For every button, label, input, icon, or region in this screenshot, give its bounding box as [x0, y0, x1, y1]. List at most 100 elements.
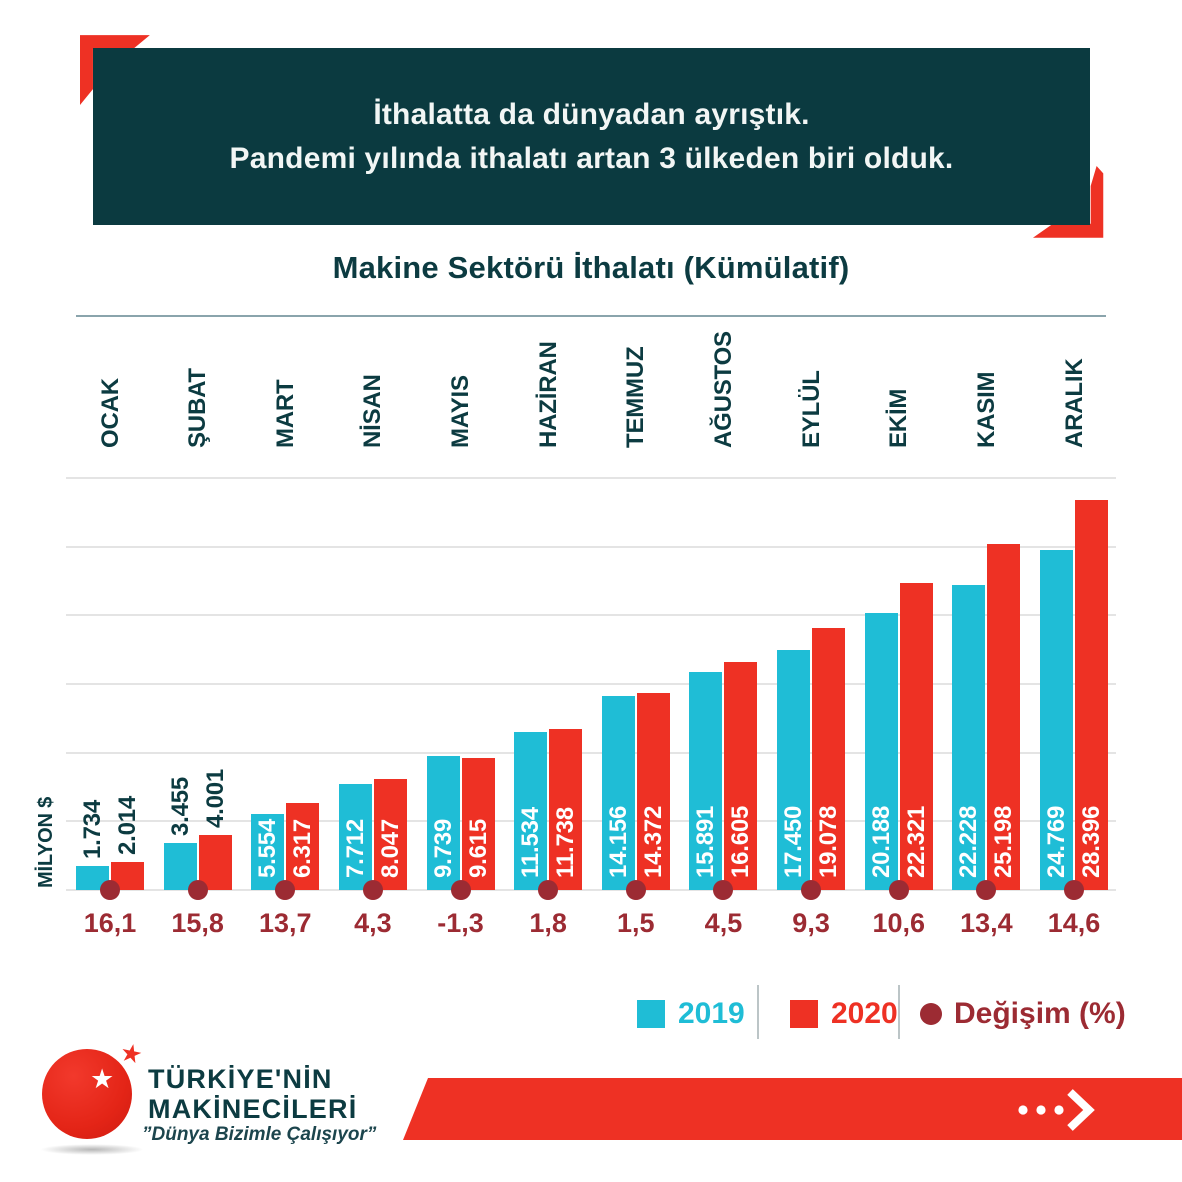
logo-tagline: ”Dünya Bizimle Çalışıyor”: [142, 1124, 377, 1145]
bar-2020: [286, 803, 320, 890]
value-label-2019: 3.455: [166, 776, 194, 836]
change-dot-icon: [362, 880, 383, 900]
bar-2019: [952, 585, 986, 890]
bar-2019: [777, 650, 811, 890]
change-value: 9,3: [792, 908, 830, 938]
legend-divider: [898, 985, 900, 1039]
change-dot-icon: [888, 880, 909, 900]
bar-2020: [461, 758, 495, 890]
value-label-2019: 7.712: [341, 818, 369, 878]
headline-banner: İthalatta da dünyadan ayrıştık. Pandemi …: [93, 48, 1090, 225]
month-label: ARALIK: [1060, 358, 1088, 448]
change-value: 15,8: [171, 908, 224, 938]
legend-swatch-2019: [637, 1000, 665, 1028]
month-label: ŞUBAT: [184, 368, 212, 448]
bar-2019: [601, 696, 635, 890]
value-label-2020: 4.001: [201, 768, 229, 828]
value-label-2020: 28.396: [1078, 805, 1105, 878]
value-label-2019: 5.554: [254, 818, 282, 878]
star-icon: ★: [90, 1064, 115, 1094]
change-dot-icon: [450, 880, 471, 900]
month-label: OCAK: [96, 378, 124, 448]
footer-ribbon: [403, 1078, 1182, 1140]
bar-2019: [689, 672, 723, 890]
chart-title: Makine Sektörü İthalatı (Kümülatif): [332, 250, 850, 285]
value-label-2019: 1.734: [79, 799, 106, 859]
value-label-2020: 11.738: [552, 807, 580, 878]
legend-divider: [757, 985, 759, 1039]
forward-arrow-icon: [1018, 1089, 1095, 1131]
legend-swatch-2020: [790, 1000, 818, 1028]
value-label-2019: 15.891: [692, 805, 720, 878]
value-label-2020: 8.047: [376, 818, 404, 878]
change-value: 14,6: [1047, 908, 1101, 938]
bar-2019: [1040, 550, 1073, 890]
change-value: 13,4: [960, 908, 1013, 938]
headline-line-2: Pandemi yılında ithalatı artan 3 ülkeden…: [229, 141, 954, 175]
month-label: MART: [271, 379, 299, 448]
value-label-2020: 25.198: [990, 805, 1018, 878]
bar-2019: [251, 814, 285, 890]
value-label-2020: 22.321: [902, 805, 930, 878]
change-value: -1,3: [437, 908, 484, 938]
logo-brand-line-2: MAKİNECİLERİ: [148, 1094, 358, 1124]
bar-2020: [724, 662, 758, 890]
logo-shadow: [40, 1144, 144, 1155]
bar-2020: [1075, 500, 1108, 890]
bar-2020: [636, 693, 670, 890]
bar-2019: [514, 732, 548, 890]
bar-2019: [864, 613, 898, 890]
logo-brand-line-1: TÜRKİYE'NİN: [148, 1064, 333, 1094]
change-value: 16,1: [83, 908, 137, 938]
headline-line-1: İthalatta da dünyadan ayrıştık.: [373, 97, 810, 131]
value-label-2020: 6.317: [289, 818, 317, 878]
change-value: 1,5: [617, 908, 655, 938]
month-label: NİSAN: [359, 374, 387, 448]
legend-label-2020: 2020: [831, 997, 898, 1030]
bar-2019: [426, 756, 460, 890]
value-label-2019: 20.188: [867, 805, 895, 878]
legend-label-change: Değişim (%): [954, 997, 1126, 1030]
change-value: 1,8: [529, 908, 567, 938]
change-value: 13,7: [258, 908, 312, 938]
change-dot-icon: [625, 880, 646, 900]
change-dot-icon: [713, 880, 734, 900]
legend-change-dot-icon: [920, 1003, 942, 1025]
value-label-2020: 16.605: [727, 805, 755, 878]
change-value: 4,5: [704, 908, 743, 938]
value-label-2019: 24.769: [1043, 805, 1070, 878]
gridline: [66, 546, 1116, 548]
value-label-2019: 9.739: [429, 818, 457, 878]
value-label-2019: 17.450: [780, 805, 808, 878]
bar-2019: [338, 784, 372, 890]
month-label: EYLÜL: [797, 370, 825, 448]
value-label-2020: 9.615: [464, 818, 492, 878]
month-label: AĞUSTOS: [709, 331, 737, 448]
value-label-2020: 14.372: [639, 805, 667, 878]
y-axis-label: MİLYON $: [34, 796, 57, 888]
bar-2020: [899, 583, 933, 890]
gridline: [66, 752, 1116, 754]
change-dot-icon: [275, 880, 296, 900]
month-label: MAYIS: [447, 375, 475, 448]
change-dot-icon: [1064, 880, 1084, 900]
value-label-2019: 14.156: [604, 805, 632, 878]
month-label: EKİM: [885, 388, 913, 448]
change-dot-icon: [538, 880, 559, 900]
month-label: TEMMUZ: [622, 346, 650, 448]
change-dot-icon: [187, 880, 208, 900]
bar-2020: [987, 544, 1021, 890]
logo-circle: [42, 1049, 132, 1139]
gridline: [66, 820, 1116, 822]
value-label-2020: 2.014: [114, 795, 141, 855]
bar-2020: [549, 729, 583, 890]
bar-2020: [198, 835, 232, 890]
change-value: 4,3: [354, 908, 392, 938]
value-label-2020: 19.078: [815, 805, 843, 878]
gridline: [66, 614, 1116, 616]
value-label-2019: 11.534: [517, 807, 545, 878]
bar-2020: [812, 628, 846, 890]
change-dot-icon: [976, 880, 997, 900]
